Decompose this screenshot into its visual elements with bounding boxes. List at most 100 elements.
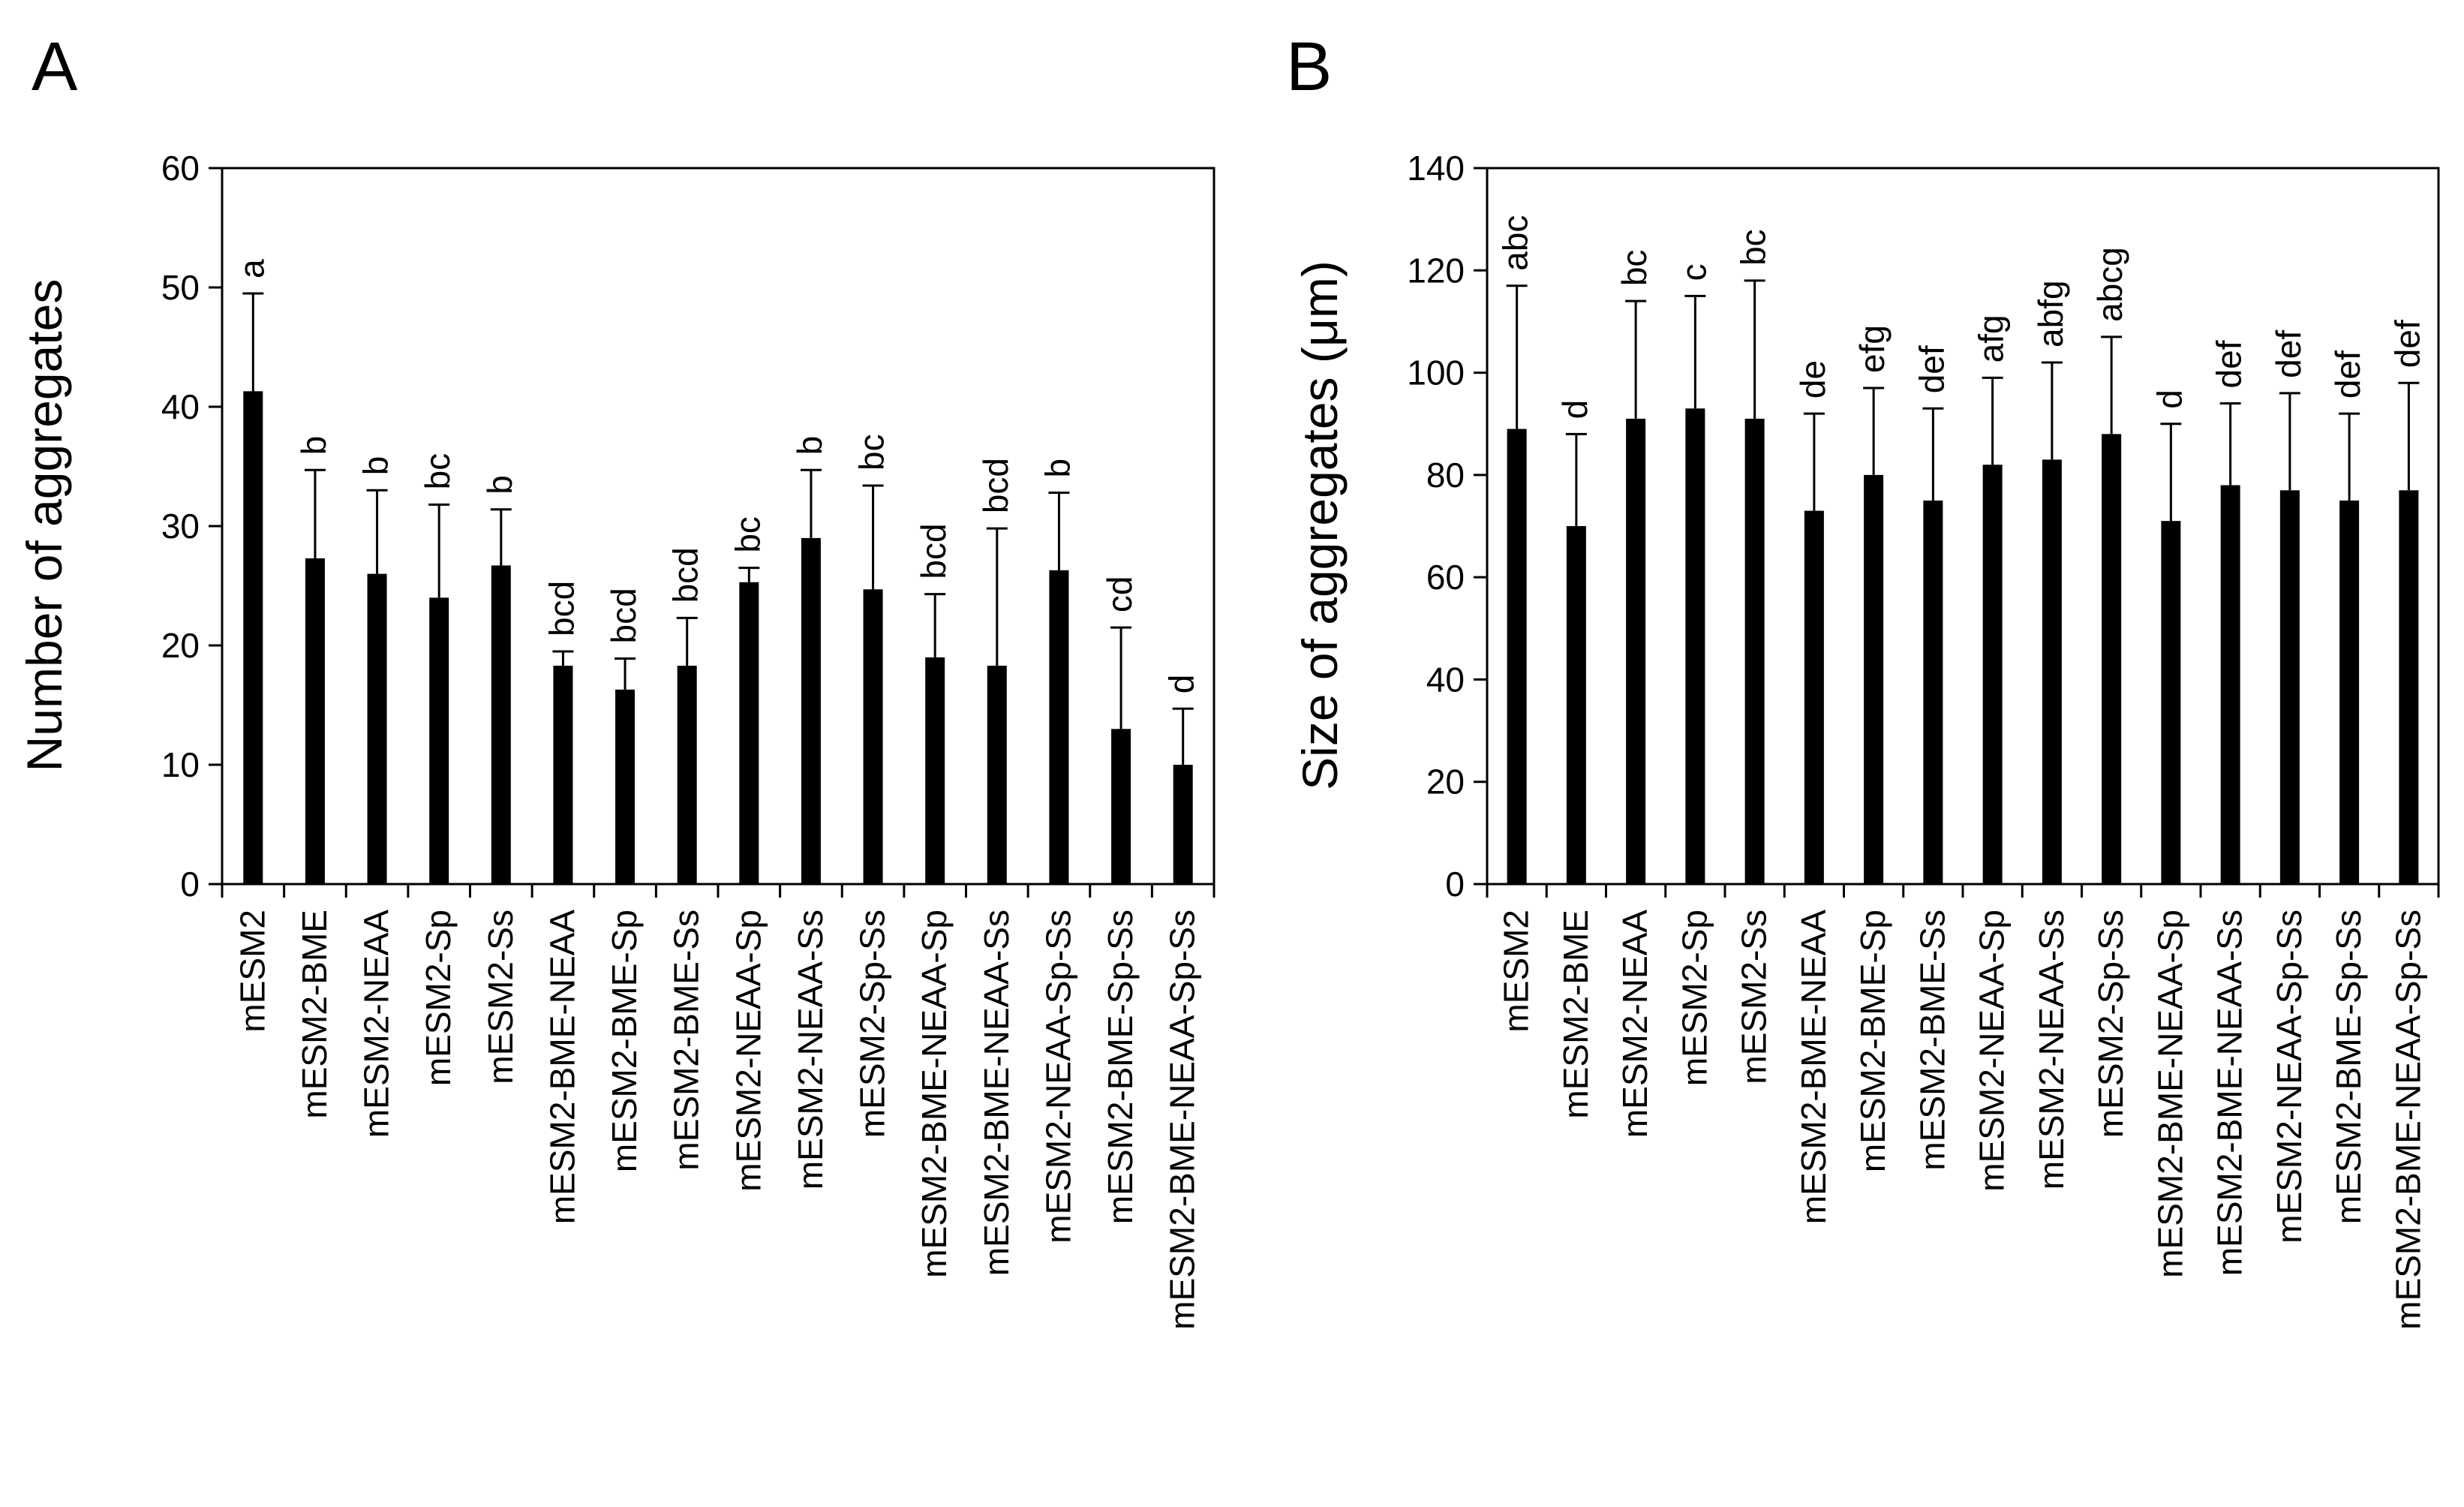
x-category-label: mESM2 xyxy=(1497,910,1536,1033)
bar xyxy=(1173,765,1193,884)
x-category-label: mESM2-NEAA-Sp-Ss xyxy=(1038,910,1077,1244)
panel-a: A Number of aggregates 0 10 20 30 40 50 60 a mESM2… xyxy=(17,29,1215,1330)
significance-label: d xyxy=(1162,675,1201,694)
significance-label: bcd xyxy=(542,581,581,636)
x-category-label: mESM2-BME xyxy=(295,910,334,1119)
significance-label: c xyxy=(1674,263,1713,281)
bar xyxy=(615,689,636,884)
significance-label: bc xyxy=(418,453,457,490)
x-category-label: mESM2-NEAA-Ss xyxy=(791,910,830,1190)
bar xyxy=(801,537,821,884)
significance-label: def xyxy=(2210,340,2249,388)
x-category-label: mESM2-Sp xyxy=(1675,910,1714,1086)
y-tick-label: 60 xyxy=(161,149,200,188)
x-category-label: mESM2-BME-NEAA-Sp-Ss xyxy=(1163,910,1202,1330)
bar xyxy=(1864,474,1884,884)
bar xyxy=(2042,459,2062,884)
significance-label: bcd xyxy=(666,547,705,603)
bar xyxy=(987,666,1007,884)
significance-label: efg xyxy=(1853,325,1892,373)
y-tick-label: 60 xyxy=(1426,558,1465,597)
x-category-label: mESM2-Ss xyxy=(1735,910,1774,1084)
x-category-label: mESM2-NEAA-Sp xyxy=(729,910,768,1192)
x-category-label: mESM2-BME-NEAA-Sp-Ss xyxy=(2388,910,2427,1330)
x-category-label: mESM2-Sp xyxy=(419,910,458,1086)
y-tick-label: 20 xyxy=(1426,763,1465,802)
significance-label: cd xyxy=(1100,576,1139,613)
bar xyxy=(553,666,573,884)
bar xyxy=(1744,418,1765,884)
x-category-label: mESM2-Sp-Ss xyxy=(2091,910,2130,1138)
significance-label: bcd xyxy=(976,458,1015,513)
panel-label: A xyxy=(32,29,78,105)
bar xyxy=(367,573,387,884)
x-category-label: mESM2-BME-NEAA-Sp xyxy=(2150,910,2189,1278)
significance-label: def xyxy=(1912,345,1951,393)
bar xyxy=(1804,510,1824,884)
x-category-label: mESM2-BME-Ss xyxy=(1913,910,1952,1171)
bar xyxy=(1111,729,1131,884)
x-category-label: mESM2-NEAA xyxy=(357,910,396,1138)
y-tick-label: 50 xyxy=(161,268,200,307)
bar xyxy=(491,565,511,884)
x-category-label: mESM2-BME-Sp-Ss xyxy=(1101,910,1140,1224)
bar xyxy=(243,391,263,884)
y-tick-label: 0 xyxy=(1445,865,1465,904)
significance-label: abfg xyxy=(2031,280,2070,347)
x-category-label: mESM2-NEAA-Ss xyxy=(2032,910,2071,1190)
significance-label: a xyxy=(232,259,271,278)
y-axis-title: Number of aggregates xyxy=(17,279,72,772)
x-category-label: mESM2-BME-Sp-Ss xyxy=(2329,910,2368,1224)
significance-label: de xyxy=(1793,360,1832,399)
bar xyxy=(1685,408,1705,884)
y-tick-label: 0 xyxy=(180,865,200,904)
bar xyxy=(739,582,759,884)
bar xyxy=(2161,521,2181,884)
x-category-label: mESM2-BME-Ss xyxy=(667,910,706,1171)
significance-label: bcd xyxy=(914,523,953,579)
y-axis-title: Size of aggregates (μm) xyxy=(1292,260,1348,790)
significance-label: def xyxy=(2269,330,2308,378)
x-category-label: mESM2 xyxy=(233,910,272,1033)
significance-label: b xyxy=(480,475,519,495)
bar xyxy=(2399,490,2419,884)
significance-label: bc xyxy=(1615,250,1654,287)
bar xyxy=(1923,500,1943,884)
x-category-label: mESM2-Sp-Ss xyxy=(853,910,892,1138)
y-tick-label: 100 xyxy=(1407,353,1465,393)
x-category-label: mESM2-BME-NEAA-Ss xyxy=(977,910,1016,1276)
significance-label: bc xyxy=(1734,229,1773,266)
significance-label: afg xyxy=(1972,314,2011,362)
x-category-label: mESM2-BME-NEAA xyxy=(1794,910,1833,1224)
x-category-label: mESM2-BME xyxy=(1556,910,1595,1119)
significance-label: d xyxy=(2150,390,2189,409)
significance-label: def xyxy=(2387,320,2426,368)
bar xyxy=(863,589,883,884)
bar xyxy=(429,597,449,884)
y-tick-label: 140 xyxy=(1407,149,1465,188)
y-tick-label: 20 xyxy=(161,626,200,665)
significance-label: bcd xyxy=(604,588,643,643)
y-tick-label: 80 xyxy=(1426,456,1465,495)
bar xyxy=(2279,490,2300,884)
bar xyxy=(1566,526,1586,884)
bar xyxy=(2102,434,2122,884)
significance-label: d xyxy=(1555,400,1594,420)
x-category-label: mESM2-Ss xyxy=(481,910,520,1084)
bar xyxy=(677,666,697,884)
y-tick-label: 30 xyxy=(161,507,200,546)
bar xyxy=(1507,429,1527,884)
x-category-label: mESM2-BME-NEAA-Sp xyxy=(915,910,954,1278)
significance-label: abc xyxy=(1496,215,1535,271)
significance-label: def xyxy=(2328,350,2367,399)
y-tick-label: 10 xyxy=(161,745,200,784)
panel-label: B xyxy=(1286,29,1332,105)
x-category-label: mESM2-BME-Sp xyxy=(1853,910,1892,1172)
significance-label: b xyxy=(1038,459,1077,478)
bar xyxy=(305,558,325,884)
y-tick-label: 40 xyxy=(161,387,200,426)
significance-label: bc xyxy=(852,434,891,471)
bar xyxy=(925,657,945,884)
y-tick-label: 120 xyxy=(1407,251,1465,290)
